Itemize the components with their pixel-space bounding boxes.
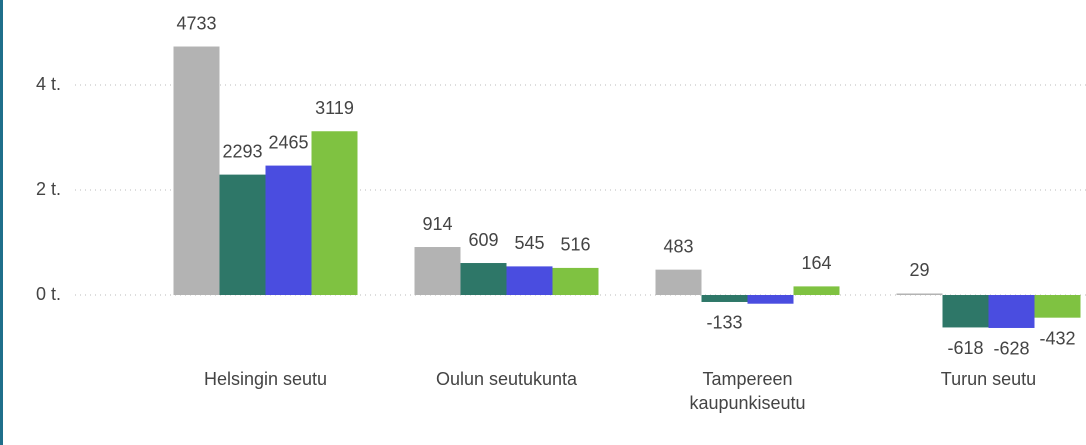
- bar: [1034, 295, 1081, 318]
- bar: [896, 293, 943, 295]
- bar: [311, 131, 358, 295]
- data-label: 2465: [268, 132, 308, 152]
- y-tick-label: 4 t.: [36, 74, 61, 94]
- bar: [173, 46, 220, 295]
- x-tick-label-line: Tampereen: [702, 369, 792, 389]
- bar: [219, 174, 266, 295]
- bar: [988, 295, 1035, 328]
- x-tick-label: Tampereen kaupunkiseutu: [689, 369, 805, 413]
- data-label: 2293: [222, 141, 262, 161]
- data-label: 609: [468, 230, 498, 250]
- data-label: -133: [706, 313, 742, 333]
- data-label: 3119: [315, 98, 354, 118]
- data-label: 4733: [176, 13, 216, 33]
- bar: [506, 266, 553, 295]
- bar: [460, 263, 507, 295]
- y-tick-label: 0 t.: [36, 284, 61, 304]
- data-label: 545: [514, 233, 544, 253]
- bar: [552, 267, 599, 295]
- y-tick-label: 2 t.: [36, 179, 61, 199]
- x-tick-label-line: kaupunkiseutu: [689, 393, 805, 413]
- data-label: 516: [560, 235, 590, 255]
- data-label: -618: [947, 338, 983, 358]
- bar: [655, 269, 702, 295]
- left-border: [0, 0, 3, 445]
- data-label: 29: [909, 260, 929, 280]
- data-label: 483: [663, 236, 693, 256]
- bar: [265, 165, 312, 295]
- bar: [701, 295, 748, 302]
- bar: [747, 295, 794, 304]
- x-tick-label: Oulun seutukunta: [436, 369, 578, 389]
- data-label: 914: [422, 214, 452, 234]
- bar: [414, 247, 461, 295]
- x-tick-label: Helsingin seutu: [204, 369, 327, 389]
- bar: [793, 286, 840, 295]
- x-tick-label: Turun seutu: [941, 369, 1036, 389]
- data-label: 164: [801, 253, 831, 273]
- bar: [942, 295, 989, 328]
- data-label: -628: [993, 339, 1029, 359]
- data-label: -432: [1039, 328, 1075, 348]
